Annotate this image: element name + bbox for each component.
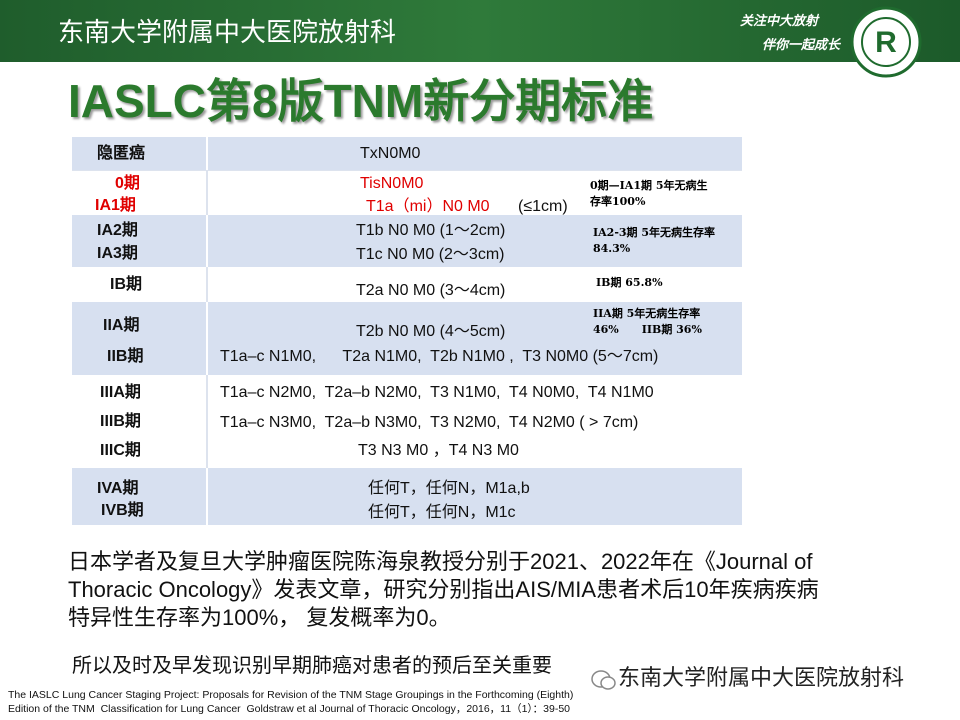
note: 84.3%: [593, 242, 631, 255]
slogan: 伴你一起成长: [762, 37, 841, 52]
stage: IIA期: [103, 317, 140, 334]
org-name: 东南大学附属中大医院放射科: [58, 18, 397, 48]
criteria: TxN0M0: [360, 145, 421, 162]
criteria: 任何T，任何N，M1a,b: [368, 480, 530, 497]
stage: IIIA期: [100, 384, 141, 401]
stage: IIIB期: [100, 413, 141, 430]
title: IASLC第8版TNM新分期标准: [68, 75, 654, 127]
stage: IA3期: [97, 245, 138, 262]
table-row: [72, 137, 742, 172]
paragraph-line: 日本学者及复旦大学肿瘤医院陈海泉教授分别于2021、2022年在《Journal…: [68, 549, 813, 574]
watermark-icon: [591, 670, 616, 690]
criteria: T1a–c N1M0, T2a N1M0, T2b N1M0 , T3 N0M0…: [220, 348, 659, 365]
criteria: T1a–c N3M0, T2a–b N3M0, T3 N2M0, T4 N2M0…: [220, 414, 639, 431]
note: 0期—IA1期 5年无病生: [590, 179, 708, 192]
citation: The IASLC Lung Cancer Staging Project: P…: [8, 689, 574, 701]
note: 存率100%: [590, 195, 646, 208]
stage: IIB期: [107, 348, 144, 365]
criteria: T1c N0 M0 (2～3cm): [356, 246, 505, 263]
criteria: T2a N0 M0 (3～4cm): [356, 282, 506, 299]
table-row: [72, 468, 742, 527]
slogan: 关注中大放射: [740, 13, 819, 28]
paragraph-line: Thoracic Oncology》发表文章，研究分别指出AIS/MIA患者术后…: [68, 577, 819, 602]
table-row: [72, 215, 742, 269]
citation: Edition of the TNM Classification for Lu…: [8, 703, 571, 715]
svg-text:R: R: [875, 26, 897, 59]
criteria: 任何T，任何N，M1c: [368, 504, 516, 521]
note: IB期 65.8%: [596, 276, 663, 289]
criteria: T1a（mi）N0 M0: [366, 198, 490, 215]
criteria: T1a–c N2M0, T2a–b N2M0, T3 N1M0, T4 N0M0…: [220, 384, 654, 401]
criteria: T3 N3 M0 ，T4 N3 M0: [358, 442, 519, 459]
watermark: 东南大学附属中大医院放射科: [618, 665, 905, 690]
stage: 隐匿癌: [97, 145, 146, 162]
criteria: T2b N0 M0 (4～5cm): [356, 323, 506, 340]
stage: IVA期: [97, 480, 139, 497]
stage: IIIC期: [100, 442, 141, 459]
criteria: T1b N0 M0 (1～2cm): [356, 222, 506, 239]
criteria: (≤1cm): [518, 198, 568, 215]
table-row: [72, 302, 742, 377]
note: IA2-3期 5年无病生存率: [593, 226, 716, 239]
logo: R: [850, 6, 922, 78]
stage: IA2期: [97, 222, 138, 239]
paragraph-line: 特异性生存率为100%， 复发概率为0。: [68, 605, 451, 630]
stage: 0期: [115, 175, 140, 192]
note: IIA期 5年无病生存率: [593, 307, 701, 320]
header-bar: [0, 0, 960, 62]
conclusion: 所以及时及早发现识别早期肺癌对患者的预后至关重要: [72, 655, 552, 677]
stage: IVB期: [101, 502, 144, 519]
stage: IA1期: [95, 197, 136, 214]
note: 46% IIB期 36%: [593, 323, 702, 336]
criteria: TisN0M0: [360, 175, 424, 192]
stage: IB期: [110, 276, 143, 293]
